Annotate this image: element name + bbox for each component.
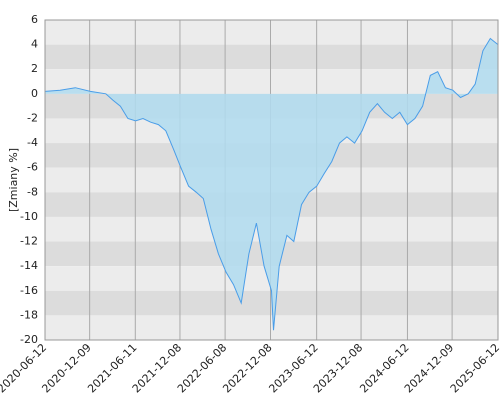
y-tick-label: -18 bbox=[20, 308, 38, 321]
y-tick-label: -4 bbox=[27, 136, 38, 149]
y-tick-label: -2 bbox=[27, 111, 38, 124]
line bbox=[44, 37, 499, 331]
y-tick-label: -8 bbox=[27, 185, 38, 198]
grid-band bbox=[45, 315, 498, 340]
y-axis-label: [Zmiany %] bbox=[7, 148, 20, 212]
y-tick-label: -10 bbox=[20, 210, 38, 223]
y-tick-label: 4 bbox=[31, 38, 38, 51]
x-tick-label: 2025-06-12 bbox=[448, 341, 500, 395]
plot-frame bbox=[44, 19, 499, 341]
area bbox=[45, 38, 498, 331]
y-tick-label: 2 bbox=[31, 62, 38, 75]
y-tick-label: 6 bbox=[31, 13, 38, 26]
grid-band bbox=[45, 20, 498, 45]
y-tick-label: -20 bbox=[20, 333, 38, 346]
grid-band bbox=[45, 44, 498, 70]
y-tick-label: -14 bbox=[20, 259, 38, 272]
y-tick-label: -6 bbox=[27, 161, 38, 174]
y-tick-label: 0 bbox=[31, 87, 38, 100]
grid-band bbox=[45, 69, 498, 94]
y-tick-label: -16 bbox=[20, 284, 38, 297]
y-tick-label: -12 bbox=[20, 235, 38, 248]
